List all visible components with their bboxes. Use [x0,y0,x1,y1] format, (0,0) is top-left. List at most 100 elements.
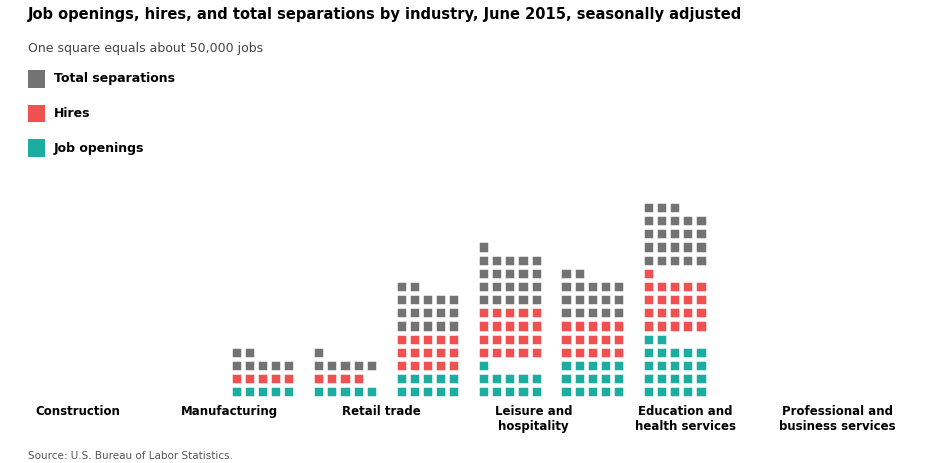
Bar [683,373,694,384]
Bar [613,360,624,371]
Bar [531,268,542,279]
Bar [339,360,351,371]
Bar [656,347,667,358]
Bar [435,360,446,371]
Bar [600,307,611,319]
Bar [683,360,694,371]
Bar [656,333,667,344]
Bar [696,360,707,371]
Bar [656,202,667,213]
Bar [517,255,528,266]
Bar [696,386,707,397]
Bar [574,307,585,319]
Bar [683,307,694,319]
Bar [395,347,406,358]
Bar [408,294,419,305]
Bar [491,268,502,279]
Bar [670,202,681,213]
Bar [435,307,446,319]
Bar [574,268,585,279]
Bar [696,215,707,226]
Bar [491,347,502,358]
Bar [448,347,459,358]
Bar [561,373,572,384]
Bar [339,386,351,397]
Bar [670,386,681,397]
Bar [395,373,406,384]
Bar [561,320,572,332]
Text: One square equals about 50,000 jobs: One square equals about 50,000 jobs [28,42,263,55]
Text: Manufacturing: Manufacturing [180,405,278,418]
Bar [270,386,281,397]
Bar [656,360,667,371]
Bar [422,307,433,319]
Bar [448,360,459,371]
Bar [352,386,364,397]
Bar [478,242,489,253]
Text: Job openings: Job openings [54,142,144,155]
Bar [600,360,611,371]
Bar [504,347,515,358]
Bar [435,386,446,397]
Bar [531,333,542,344]
Bar [395,386,406,397]
Bar [478,373,489,384]
Bar [643,333,654,344]
Bar [574,347,585,358]
Bar [504,281,515,292]
Bar [448,294,459,305]
Bar [587,320,598,332]
Bar [491,281,502,292]
Bar [408,386,419,397]
Bar [517,373,528,384]
Bar [448,333,459,344]
Bar [670,307,681,319]
Bar [574,373,585,384]
Bar [613,294,624,305]
Bar [656,320,667,332]
Bar [587,373,598,384]
Text: Total separations: Total separations [54,72,175,85]
Bar [656,242,667,253]
Bar [504,268,515,279]
Bar [244,360,255,371]
Bar [670,294,681,305]
Bar [656,307,667,319]
Bar [313,373,325,384]
Bar [422,373,433,384]
Bar [408,320,419,332]
Bar [326,386,338,397]
Bar [517,268,528,279]
Bar [531,347,542,358]
Bar [643,360,654,371]
Bar [656,281,667,292]
Bar [587,281,598,292]
Bar [517,307,528,319]
Bar [478,320,489,332]
Bar [517,294,528,305]
Bar [504,333,515,344]
Bar [504,255,515,266]
Bar [408,333,419,344]
Bar [600,386,611,397]
Bar [683,255,694,266]
Text: Source: U.S. Bureau of Labor Statistics.: Source: U.S. Bureau of Labor Statistics. [28,450,232,461]
Bar [257,360,268,371]
Bar [531,307,542,319]
Bar [448,386,459,397]
Bar [517,320,528,332]
Bar [531,373,542,384]
Bar [561,347,572,358]
Bar [395,307,406,319]
Bar [422,320,433,332]
Bar [696,347,707,358]
Bar [435,320,446,332]
Bar [395,320,406,332]
Bar [587,307,598,319]
Bar [670,281,681,292]
Text: Education and
health services: Education and health services [635,405,737,433]
Bar [574,360,585,371]
Bar [613,386,624,397]
Bar [561,333,572,344]
Text: Construction: Construction [35,405,120,418]
